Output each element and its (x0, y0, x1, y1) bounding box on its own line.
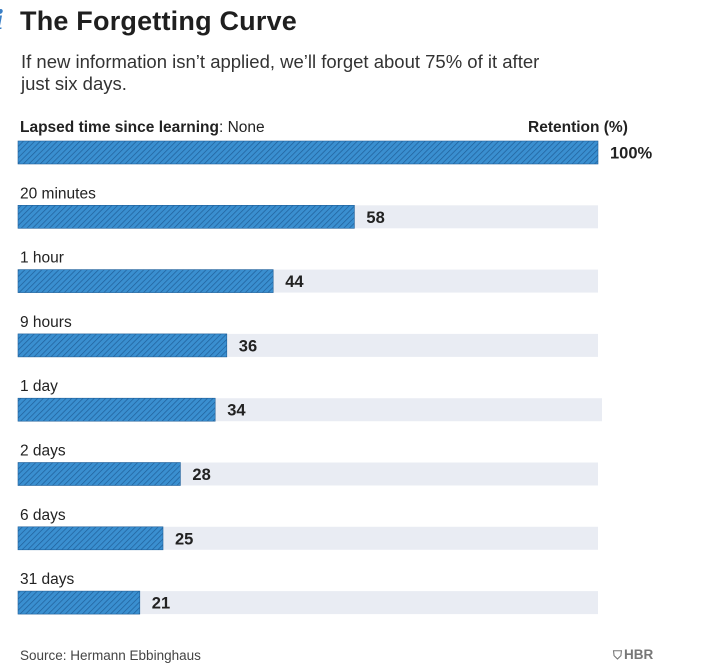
data-label: 34 (227, 402, 246, 420)
bar (17, 397, 216, 422)
bar (17, 590, 141, 615)
logo-mark-icon: i (0, 6, 4, 36)
row-label: 2 days (20, 443, 66, 460)
source-note: Source: Hermann Ebbinghaus (20, 648, 201, 663)
shield-icon: ⛉ (613, 648, 623, 662)
bar (17, 140, 599, 165)
chart-title: The Forgetting Curve (20, 6, 298, 36)
bar-track (18, 591, 598, 615)
column-header-left: Lapsed time since learning: None (20, 119, 265, 137)
chart-subtitle: If new information isn’t applied, we’ll … (21, 51, 540, 94)
brand-name: HBR (624, 647, 654, 662)
bar (17, 462, 181, 486)
row-label: 1 hour (20, 250, 64, 267)
column-header-right: Retention (%) (528, 119, 628, 136)
column-header-left-bold: Lapsed time since learning (20, 119, 219, 136)
data-label: 21 (152, 595, 170, 613)
row-label: 6 days (20, 507, 66, 524)
data-label: 100% (610, 145, 653, 163)
bar (17, 205, 355, 229)
bar (17, 269, 274, 293)
row-label: 9 hours (20, 314, 72, 331)
row-label: 31 days (20, 571, 75, 588)
data-label: 28 (192, 466, 210, 484)
brand-logo: ⛉ HBR (613, 647, 653, 663)
data-label: 58 (366, 209, 384, 227)
row-label: 1 day (20, 378, 58, 395)
bar (17, 333, 228, 358)
data-label: 36 (239, 337, 257, 355)
row-label: 20 minutes (20, 185, 96, 202)
data-label: 25 (175, 530, 193, 548)
data-label: 44 (285, 273, 304, 291)
bar (17, 526, 164, 551)
column-header-left-rest: : None (218, 119, 265, 136)
